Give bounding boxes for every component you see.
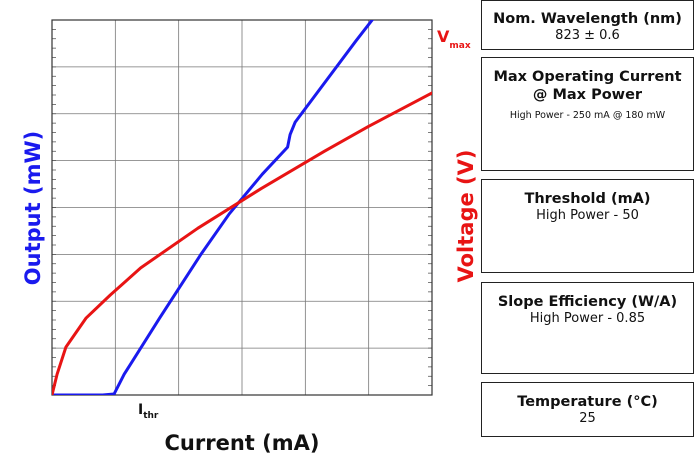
x-axis-title: Current (mA)	[165, 431, 320, 455]
vmax-main: V	[437, 27, 450, 46]
y-axis-left-title: Output (mW)	[21, 131, 45, 285]
plot-frame	[51, 19, 433, 396]
ithr-subscript: thr	[143, 411, 159, 421]
slope-value: High Power - 0.85	[529, 311, 646, 326]
spec-slope: Slope Efficiency (W/A) High Power - 0.85	[481, 282, 694, 374]
max-current-label: Max Operating Current @ Max Power	[493, 69, 682, 103]
y-axis-right-title: Voltage (V)	[454, 150, 478, 283]
spec-threshold: Threshold (mA) High Power - 50	[481, 179, 694, 273]
spec-max-current: Max Operating Current @ Max Power High P…	[481, 57, 694, 171]
temperature-label: Temperature (°C)	[517, 394, 658, 410]
series-output-line	[52, 20, 375, 395]
liv-chart: Current (mA) Output (mW) Voltage (V) Ith…	[21, 19, 478, 455]
slope-label: Slope Efficiency (W/A)	[497, 294, 678, 310]
ithr-annotation: Ithr	[138, 402, 159, 421]
ithr-main: I	[138, 402, 143, 418]
wavelength-value: 823 ± 0.6	[555, 28, 620, 43]
spec-temperature: Temperature (°C) 25	[481, 382, 694, 437]
temperature-value: 25	[579, 411, 596, 426]
spec-wavelength: Nom. Wavelength (nm) 823 ± 0.6	[481, 0, 694, 50]
vmax-annotation: Vmax	[437, 27, 471, 51]
chart-grid	[52, 20, 432, 395]
vmax-subscript: max	[449, 41, 470, 51]
series-voltage-line	[52, 91, 432, 395]
wavelength-label: Nom. Wavelength (nm)	[493, 11, 682, 27]
series-layer	[52, 20, 432, 395]
threshold-label: Threshold (mA)	[524, 191, 651, 207]
threshold-value: High Power - 50	[536, 208, 639, 223]
max-current-value: High Power - 250 mA @ 180 mW	[509, 110, 666, 121]
